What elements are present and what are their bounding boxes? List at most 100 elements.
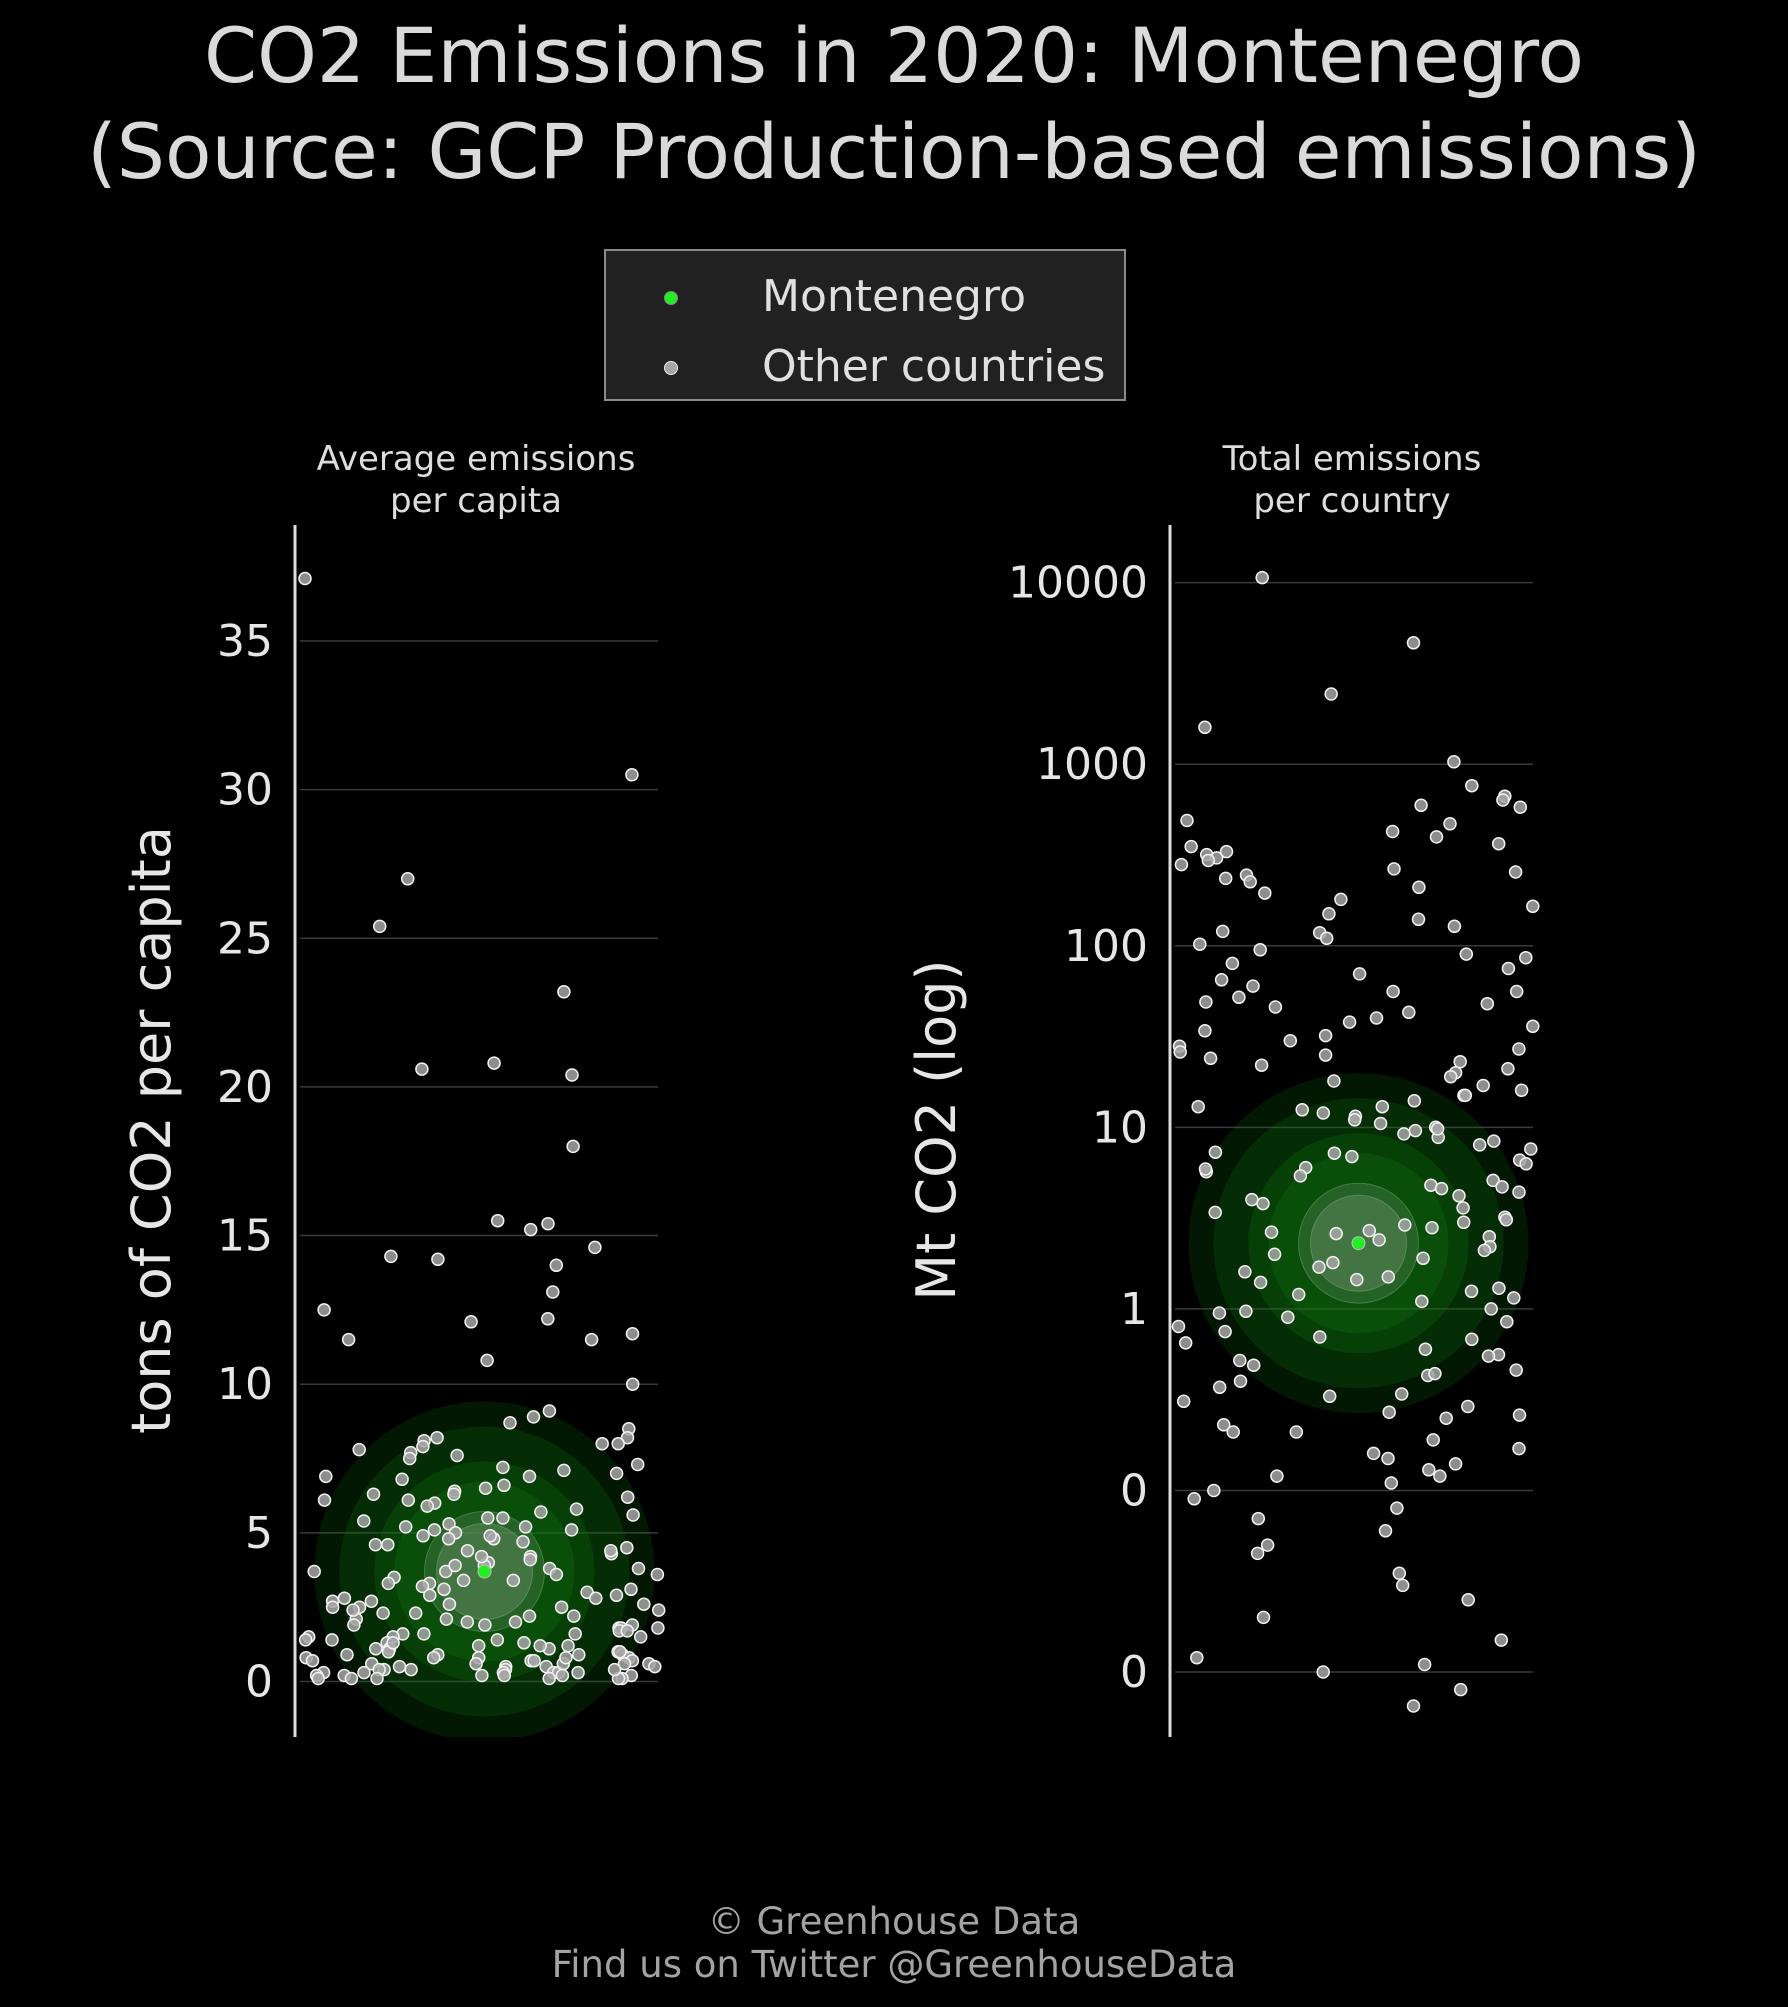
point-other-country [1381,1451,1395,1466]
point-other-country [595,1436,609,1451]
point-other-country [1233,1374,1248,1388]
point-other-country [442,1597,457,1611]
point-other-country [352,1442,366,1457]
point-other-country [471,1639,486,1653]
point-other-country [368,1537,383,1552]
point-other-country [1390,1501,1404,1515]
point-other-country [1461,1593,1475,1607]
point-other-country [626,1508,640,1522]
point-other-country [1387,862,1401,876]
legend-item-other-countries: Other countries [606,337,1124,397]
point-other-country [307,1564,321,1579]
point-other-country [460,1543,475,1558]
point-other-country [298,571,312,586]
point-other-country [437,1582,451,1597]
point-other-country [426,1650,441,1665]
panel-title-line-1: Total emissions [1222,439,1482,479]
point-other-country [317,1493,332,1507]
point-other-country [1373,1116,1388,1131]
point-other-country [464,1315,478,1329]
point-other-country [555,1668,570,1683]
point-other-country [1406,1699,1421,1713]
point-other-country [637,1597,651,1611]
y-tick-label: 25 [217,913,273,964]
point-other-country [1218,871,1233,886]
point-other-country [1362,1223,1377,1238]
point-other-country [1417,1657,1432,1672]
point-other-country [1326,1255,1340,1270]
point-other-country [1514,1083,1529,1098]
point-other-country [620,1540,634,1555]
point-other-country [523,1552,537,1567]
point-other-country [1513,800,1528,814]
point-other-country [337,1591,352,1605]
point-other-country [305,1653,320,1668]
point-other-country [478,1481,493,1495]
point-other-country [386,1636,400,1650]
point-other-country [620,1430,635,1445]
point-other-country [1494,1633,1509,1647]
point-other-country [1465,1332,1479,1347]
point-other-country [624,1582,638,1597]
y-tick-label: 10000 [1008,558,1148,609]
point-other-country [1456,1215,1471,1230]
point-other-country [546,1285,560,1299]
point-other-country [1508,865,1523,879]
point-other-country [1372,1233,1386,1247]
point-other-country [483,1529,497,1543]
point-other-country [1369,1011,1384,1025]
y-tick-label: 10 [1092,1102,1148,1153]
point-other-country [1327,1146,1342,1160]
point-other-country [1519,1157,1533,1171]
point-other-country [341,1332,356,1347]
point-other-country [1345,1149,1359,1164]
y-tick-label: 5 [245,1508,273,1559]
point-other-country [609,1466,624,1481]
point-other-country [1178,1336,1193,1350]
point-other-country [506,1573,521,1588]
point-other-country [369,1642,383,1656]
point-other-country [398,1520,413,1534]
point-other-country [1385,824,1400,839]
point-other-country [1295,1103,1309,1117]
point-other-country [1398,1218,1412,1232]
y-tick-label: 35 [217,616,273,667]
point-other-country [447,1487,461,1501]
point-other-country [1402,1005,1416,1020]
point-other-country [572,1647,586,1662]
point-other-country [366,1487,381,1501]
y-tick-label: 20 [217,1062,273,1113]
point-other-country [1253,1275,1268,1290]
point-other-country [1461,1399,1475,1414]
point-other-country [625,1377,640,1391]
point-other-country [478,1618,492,1632]
point-other-country [1289,1425,1304,1439]
point-other-country [1246,1358,1261,1372]
point-other-country [1255,570,1269,585]
point-other-country [1268,1000,1283,1014]
point-other-country [1476,1078,1490,1093]
point-other-country [568,1627,582,1641]
point-other-country [490,1633,505,1647]
point-other-country [400,872,415,886]
point-other-country [439,1612,454,1626]
point-other-country [508,1615,523,1629]
y-axis-label: tons of CO2 per capita [120,826,183,1434]
point-other-country [1386,984,1400,999]
footer-twitter: Find us on Twitter @GreenhouseData [551,1943,1237,1986]
point-other-country [1412,880,1426,895]
point-other-country [384,1249,398,1264]
point-other-country [571,1665,585,1680]
point-other-country [651,1603,666,1617]
point-other-country [1243,875,1257,889]
point-other-country [1495,1180,1509,1194]
point-other-country [404,1662,418,1677]
y-tick-label: 10 [217,1359,273,1410]
point-other-country [1439,1411,1453,1425]
point-other-country [456,1573,471,1588]
point-other-country [1392,1566,1407,1581]
point-other-country [557,1463,571,1478]
point-other-country [1250,1546,1265,1561]
